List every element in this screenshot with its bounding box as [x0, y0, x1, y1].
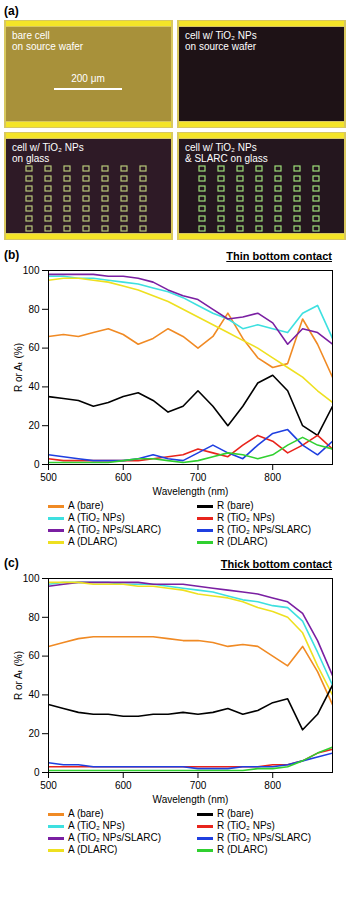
- svg-text:100: 100: [23, 573, 40, 584]
- svg-text:40: 40: [28, 689, 40, 700]
- svg-text:700: 700: [190, 472, 207, 483]
- svg-text:R or Aₜ (%): R or Aₜ (%): [13, 651, 24, 700]
- svg-text:on glass: on glass: [12, 153, 49, 164]
- html-text:R (TiO₂ NPs): R (TiO₂ NPs): [217, 820, 275, 831]
- svg-text:Wavelength (nm): Wavelength (nm): [153, 486, 229, 497]
- svg-text:40: 40: [28, 381, 40, 392]
- svg-text:800: 800: [264, 780, 281, 791]
- html-text:A (DLARC): A (DLARC): [68, 536, 118, 547]
- svg-text:800: 800: [264, 472, 281, 483]
- svg-text:500: 500: [40, 472, 57, 483]
- html-text:R (TiO₂ NPs/SLARC): R (TiO₂ NPs/SLARC): [217, 832, 312, 843]
- svg-text:500: 500: [40, 780, 57, 791]
- svg-text:cell w/ TiO₂ NPs: cell w/ TiO₂ NPs: [185, 142, 257, 153]
- svg-text:cell w/ TiO₂ NPs: cell w/ TiO₂ NPs: [185, 30, 257, 41]
- html-text:R (DLARC): R (DLARC): [217, 536, 268, 547]
- html-text:Thin bottom contact: Thin bottom contact: [226, 250, 332, 262]
- svg-text:R or Aₜ (%): R or Aₜ (%): [13, 343, 24, 392]
- html-text:R (DLARC): R (DLARC): [217, 844, 268, 855]
- svg-text:600: 600: [115, 472, 132, 483]
- html-text:(c): (c): [4, 556, 19, 570]
- svg-text:700: 700: [190, 780, 207, 791]
- svg-text:on source wafer: on source wafer: [185, 41, 257, 52]
- html-text:A (TiO₂ NPs/SLARC): A (TiO₂ NPs/SLARC): [68, 524, 161, 535]
- svg-text:80: 80: [28, 612, 40, 623]
- html-text:R (TiO₂ NPs/SLARC): R (TiO₂ NPs/SLARC): [217, 524, 312, 535]
- svg-text:100: 100: [23, 265, 40, 276]
- html-text:A (DLARC): A (DLARC): [68, 844, 118, 855]
- html-text:(b): (b): [4, 248, 20, 262]
- html-text:(a): (a): [4, 4, 19, 18]
- svg-text:60: 60: [28, 342, 40, 353]
- svg-text:cell w/ TiO₂ NPs: cell w/ TiO₂ NPs: [12, 142, 84, 153]
- html-text:A (TiO₂ NPs): A (TiO₂ NPs): [68, 820, 125, 831]
- html-text:A (bare): A (bare): [68, 808, 104, 819]
- html-text:R (bare): R (bare): [217, 808, 254, 819]
- html-text:A (bare): A (bare): [68, 500, 104, 511]
- svg-text:0: 0: [34, 767, 40, 778]
- svg-text:80: 80: [28, 304, 40, 315]
- svg-text:20: 20: [28, 728, 40, 739]
- html-text:R (bare): R (bare): [217, 500, 254, 511]
- svg-text:& SLARC on glass: & SLARC on glass: [185, 153, 268, 164]
- svg-text:Wavelength (nm): Wavelength (nm): [153, 794, 229, 805]
- html-text:Thick bottom contact: Thick bottom contact: [220, 558, 332, 570]
- svg-text:0: 0: [34, 459, 40, 470]
- html-text:R (TiO₂ NPs): R (TiO₂ NPs): [217, 512, 275, 523]
- html-text:A (TiO₂ NPs/SLARC): A (TiO₂ NPs/SLARC): [68, 832, 161, 843]
- svg-text:60: 60: [28, 650, 40, 661]
- svg-text:600: 600: [115, 780, 132, 791]
- svg-text:bare cell: bare cell: [12, 30, 50, 41]
- svg-text:on source wafer: on source wafer: [12, 41, 84, 52]
- html-text:A (TiO₂ NPs): A (TiO₂ NPs): [68, 512, 125, 523]
- svg-text:200 μm: 200 μm: [71, 73, 105, 84]
- svg-text:20: 20: [28, 420, 40, 431]
